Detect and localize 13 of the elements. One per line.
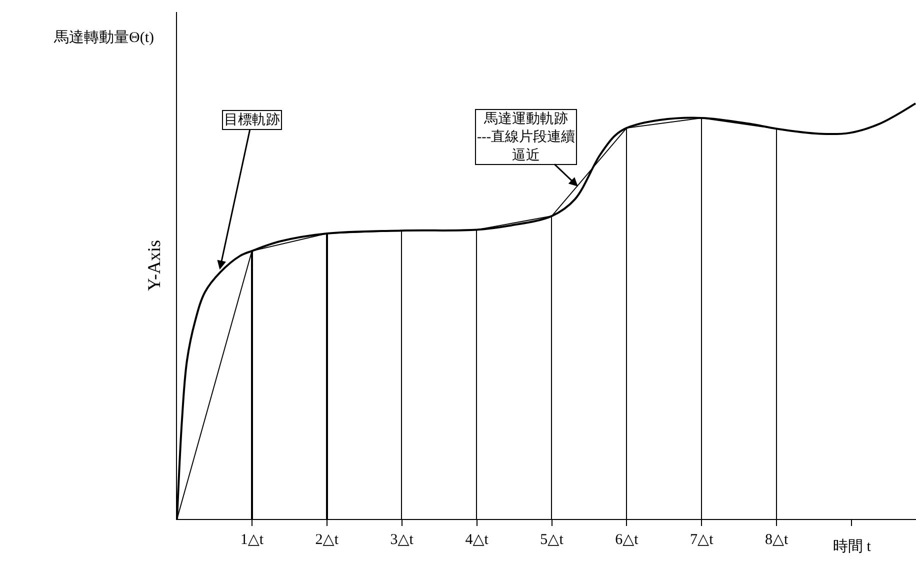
x-tick-label: 5△t (540, 532, 564, 548)
x-tick-label: 3△t (390, 532, 414, 548)
x-axis-title: 時間 t (833, 538, 872, 555)
text: 馬達轉動量Θ(t) (53, 29, 154, 46)
y-axis-title: Y-Axis (144, 240, 164, 292)
annotation: 目標軌跡 (224, 112, 280, 128)
x-tick-label: 1△t (240, 532, 264, 548)
annotation: 馬達運動軌跡---直線片段連續逼近 (477, 111, 575, 164)
x-tick-label: 7△t (690, 532, 714, 548)
x-tick-label: 8△t (764, 532, 790, 548)
x-tick-label: 6△t (615, 532, 640, 548)
x-tick-label: 2△t (315, 532, 340, 548)
x-tick-label: 4△t (465, 532, 490, 548)
